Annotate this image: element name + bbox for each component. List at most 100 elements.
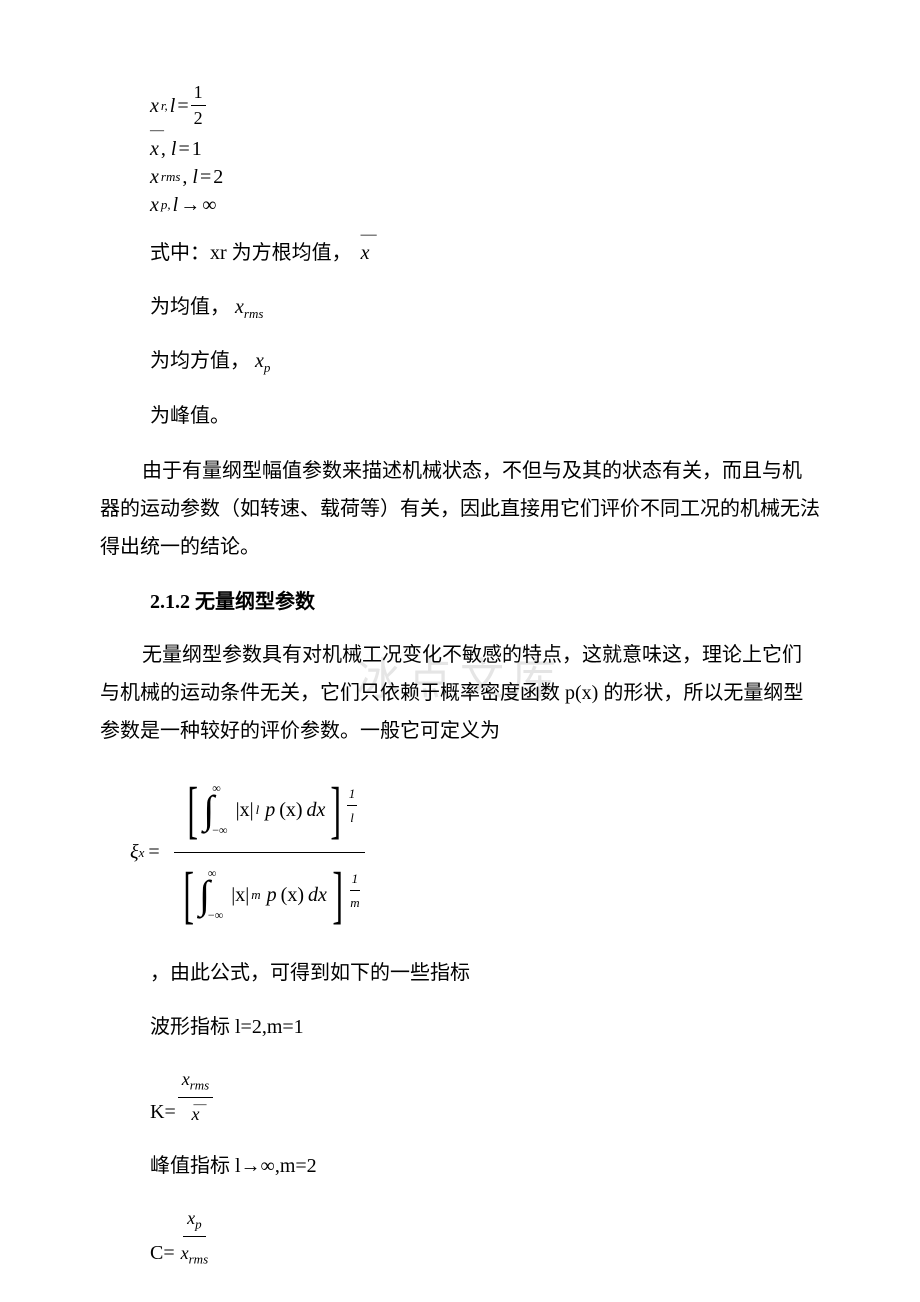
sub: p xyxy=(264,360,271,375)
paren-x: (x) xyxy=(279,792,302,828)
c-den: xrms xyxy=(177,1237,213,1271)
fraction: 1 2 xyxy=(191,80,206,131)
integral-sign: ∫ xyxy=(203,774,214,846)
paragraph-1: 由于有量纲型幅值参数来描述机械状态，不但与及其的状态有关，而且与机器的运动参数（… xyxy=(100,452,820,566)
sub: rms xyxy=(190,1077,210,1092)
p-num: 1 xyxy=(347,782,358,806)
eq-comma: , xyxy=(182,163,187,191)
definition-line-2: 为均值， xrms xyxy=(150,289,820,325)
var: x xyxy=(182,1069,190,1089)
big-fraction: [ ∫ ∞ −∞ |x| l p (x) dx xyxy=(170,768,370,937)
x-bar-symbol: x xyxy=(361,235,370,271)
var: x xyxy=(235,296,244,318)
integral-limits: ∞ −∞ xyxy=(208,863,223,926)
text: 无量纲型参数具有对机械工况变化不敏感的特点，这就意味这，理论上它们与机械的运动条… xyxy=(100,644,803,742)
int-lower: −∞ xyxy=(208,905,223,927)
int-lower: −∞ xyxy=(212,820,227,842)
paragraph-5: 峰值指标 l→∞,m=2 xyxy=(150,1148,820,1184)
eq-label: l xyxy=(192,163,198,191)
p-num: 1 xyxy=(350,867,361,891)
integral-sign: ∫ xyxy=(199,859,210,931)
var: x xyxy=(181,1243,189,1263)
left-bracket: [ xyxy=(183,866,194,924)
c-formula: C= xp xrms xyxy=(150,1202,820,1271)
c-lhs: C= xyxy=(150,1235,175,1271)
eq-arrow: → xyxy=(180,191,200,219)
text: 为峰值。 xyxy=(150,405,230,427)
text: 由于有量纲型幅值参数来描述机械状态，不但与及其的状态有关，而且与机器的运动参数（… xyxy=(100,460,820,558)
right-bracket: ] xyxy=(332,866,343,924)
c-num: xp xyxy=(183,1202,206,1237)
paragraph-4: 波形指标 l=2,m=1 xyxy=(150,1009,820,1045)
p-den: m xyxy=(348,891,361,914)
int-upper: ∞ xyxy=(212,778,227,800)
power-fraction: 1 m xyxy=(348,867,361,915)
eq-sign: = xyxy=(200,163,211,191)
abs-x: |x| xyxy=(236,792,254,828)
dx: dx xyxy=(307,792,326,828)
p-func: p xyxy=(267,877,277,913)
eq-val: 2 xyxy=(213,163,223,191)
eq1-line4: x p, l → ∞ xyxy=(150,191,820,219)
sub: p xyxy=(195,1217,202,1232)
denominator: [ ∫ ∞ −∞ |x| m p (x) dx xyxy=(170,853,370,937)
eq-var: x xyxy=(150,191,159,219)
eq1-line3: x rms , l = 2 xyxy=(150,163,820,191)
eq-sign: = xyxy=(148,834,159,870)
frac-den: 2 xyxy=(191,106,206,131)
paragraph-3: ，由此公式，可得到如下的一些指标 xyxy=(150,955,820,991)
paren-x: (x) xyxy=(281,877,304,913)
int-upper: ∞ xyxy=(208,863,223,885)
x-bar-den: — x xyxy=(191,1104,199,1124)
xi-formula-block: ξ x = [ ∫ ∞ −∞ |x| l xyxy=(130,768,820,937)
k-lhs: K= xyxy=(150,1094,176,1130)
power-fraction: 1 l xyxy=(347,782,358,830)
left-bracket: [ xyxy=(187,781,198,839)
x-rms-symbol: xrms xyxy=(235,296,263,318)
paragraph-2: 无量纲型参数具有对机械工况变化不敏感的特点，这就意味这，理论上它们与机械的运动条… xyxy=(100,636,820,750)
dx: dx xyxy=(308,877,327,913)
sub: rms xyxy=(189,1252,209,1267)
text: 为均方值， xyxy=(150,350,250,372)
k-formula: K= xrms — x xyxy=(150,1063,820,1130)
eq-label: l xyxy=(171,135,177,163)
integral-numerator: ∫ ∞ −∞ |x| l p (x) dx xyxy=(203,774,325,846)
eq-sub: r, xyxy=(161,97,168,115)
var: x xyxy=(255,350,264,372)
overline: — xyxy=(193,1092,206,1115)
eq1-line2b: x , l = 1 xyxy=(150,135,820,163)
c-fraction: xp xrms xyxy=(177,1202,213,1271)
abs-x: |x| xyxy=(231,877,249,913)
eq-sign: = xyxy=(177,92,188,120)
right-bracket: ] xyxy=(331,781,342,839)
eq-label: l xyxy=(173,191,179,219)
eq-label: l xyxy=(170,92,176,120)
xi-var: ξ xyxy=(130,834,139,870)
eq-val: ∞ xyxy=(202,191,216,219)
p-den: l xyxy=(348,806,356,829)
eq-val: 1 xyxy=(192,135,202,163)
page-content: x r, l = 1 2 — x , l = 1 x rms , l = 2 xyxy=(100,80,820,1271)
var: x xyxy=(187,1208,195,1228)
eq-sub: rms xyxy=(161,168,181,186)
integral-limits: ∞ −∞ xyxy=(212,778,227,841)
k-fraction: xrms — x xyxy=(178,1063,214,1130)
eq1-line1: x r, l = 1 2 xyxy=(150,80,820,131)
equation-block-1: x r, l = 1 2 — x , l = 1 x rms , l = 2 xyxy=(150,80,820,219)
eq-sub: p, xyxy=(161,196,171,214)
text: 式中：xr 为方根均值， xyxy=(150,242,352,264)
definition-line-4: 为峰值。 xyxy=(150,398,820,434)
definition-line-1: 式中：xr 为方根均值， x xyxy=(150,235,820,271)
exponent: l xyxy=(256,798,260,821)
definition-line-3: 为均方值， xp xyxy=(150,343,820,379)
exponent: m xyxy=(251,883,260,906)
section-heading: 2.1.2 无量纲型参数 xyxy=(150,584,820,620)
integral-denominator: ∫ ∞ −∞ |x| m p (x) dx xyxy=(199,859,327,931)
eq-var: x xyxy=(150,163,159,191)
sub: rms xyxy=(244,306,264,321)
k-den: — x xyxy=(187,1098,203,1130)
eq-sign: = xyxy=(178,135,189,163)
x-p-symbol: xp xyxy=(255,350,270,372)
eq-var: x xyxy=(150,92,159,120)
overline: — xyxy=(150,121,164,141)
